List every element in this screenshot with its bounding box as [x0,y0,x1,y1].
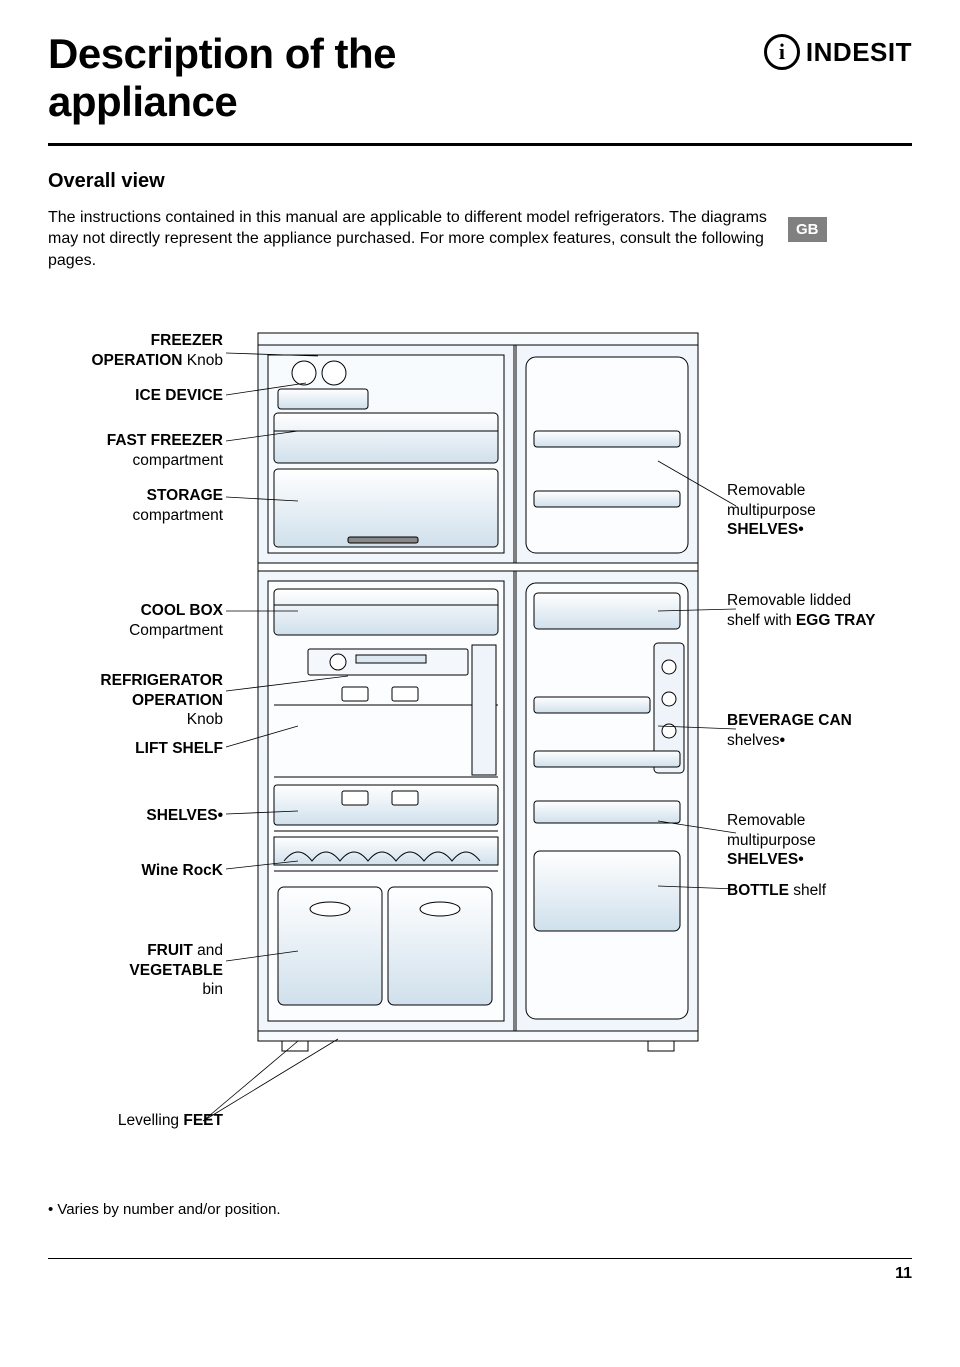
title-line-1: Description of the [48,30,396,77]
brand-logo: i INDESIT [764,34,912,70]
label-left-9: FRUIT andVEGETABLEbin [48,941,223,999]
brand-i-icon: i [764,34,800,70]
label-left-10: Levelling FEET [48,1111,223,1130]
section-subtitle: Overall view [48,170,912,193]
label-left-7: SHELVES• [48,806,223,825]
label-right-3: RemovablemultipurposeSHELVES• [727,811,902,869]
label-right-2: BEVERAGE CANshelves• [727,711,902,750]
label-left-1: ICE DEVICE [48,386,223,405]
label-right-0: RemovablemultipurposeSHELVES• [727,481,902,539]
label-left-8: Wine RocK [48,861,223,880]
intro-row: The instructions contained in this manua… [48,207,912,272]
label-right-1: Removable liddedshelf with EGG TRAY [727,591,902,630]
appliance-diagram: FREEZEROPERATION Knob ICE DEVICE FAST FREE… [48,331,912,1161]
footnote: • Varies by number and/or position. [48,1201,912,1218]
label-left-4: COOL BOXCompartment [48,601,223,640]
header-rule [48,143,912,146]
brand-icon-letter: i [779,39,785,65]
page-number: 11 [48,1265,912,1283]
title-line-2: appliance [48,78,237,125]
label-left-2: FAST FREEZERcompartment [48,431,223,470]
page-title: Description of the appliance [48,30,396,127]
page-header: Description of the appliance i INDESIT [48,30,912,127]
label-right-4: BOTTLE shelf [727,881,902,900]
fridge-illustration [238,331,718,1091]
language-badge: GB [788,217,827,242]
intro-paragraph: The instructions contained in this manua… [48,207,768,272]
footer-rule [48,1258,912,1259]
brand-name: INDESIT [806,37,912,68]
label-left-5: REFRIGERATOROPERATIONKnob [48,671,223,729]
label-left-6: LIFT SHELF [48,739,223,758]
label-left-0: FREEZEROPERATION Knob [48,331,223,370]
label-left-3: STORAGEcompartment [48,486,223,525]
